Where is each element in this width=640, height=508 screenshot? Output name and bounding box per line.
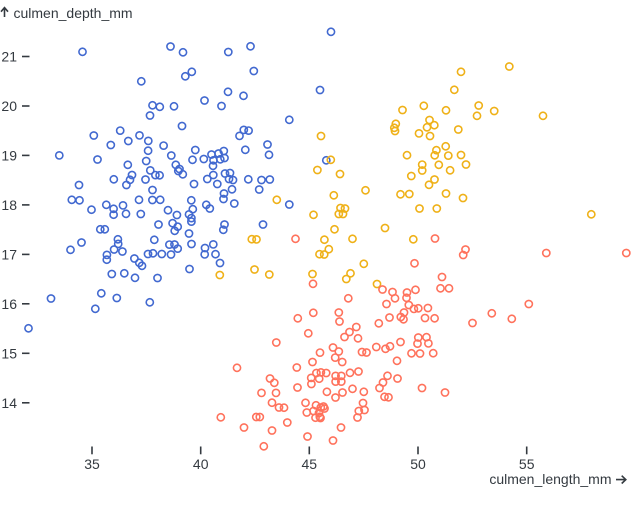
svg-text:culmen_depth_mm: culmen_depth_mm bbox=[14, 5, 133, 21]
svg-text:20: 20 bbox=[1, 98, 17, 114]
svg-text:40: 40 bbox=[193, 456, 209, 472]
svg-text:55: 55 bbox=[519, 456, 535, 472]
svg-text:18: 18 bbox=[1, 197, 17, 213]
svg-text:culmen_length_mm: culmen_length_mm bbox=[489, 471, 611, 487]
svg-text:45: 45 bbox=[302, 456, 318, 472]
svg-text:15: 15 bbox=[1, 345, 17, 361]
svg-text:17: 17 bbox=[1, 246, 17, 262]
svg-text:16: 16 bbox=[1, 296, 17, 312]
svg-text:19: 19 bbox=[1, 147, 17, 163]
svg-text:14: 14 bbox=[1, 395, 17, 411]
svg-text:35: 35 bbox=[84, 456, 100, 472]
svg-text:50: 50 bbox=[410, 456, 426, 472]
svg-text:21: 21 bbox=[1, 49, 17, 65]
